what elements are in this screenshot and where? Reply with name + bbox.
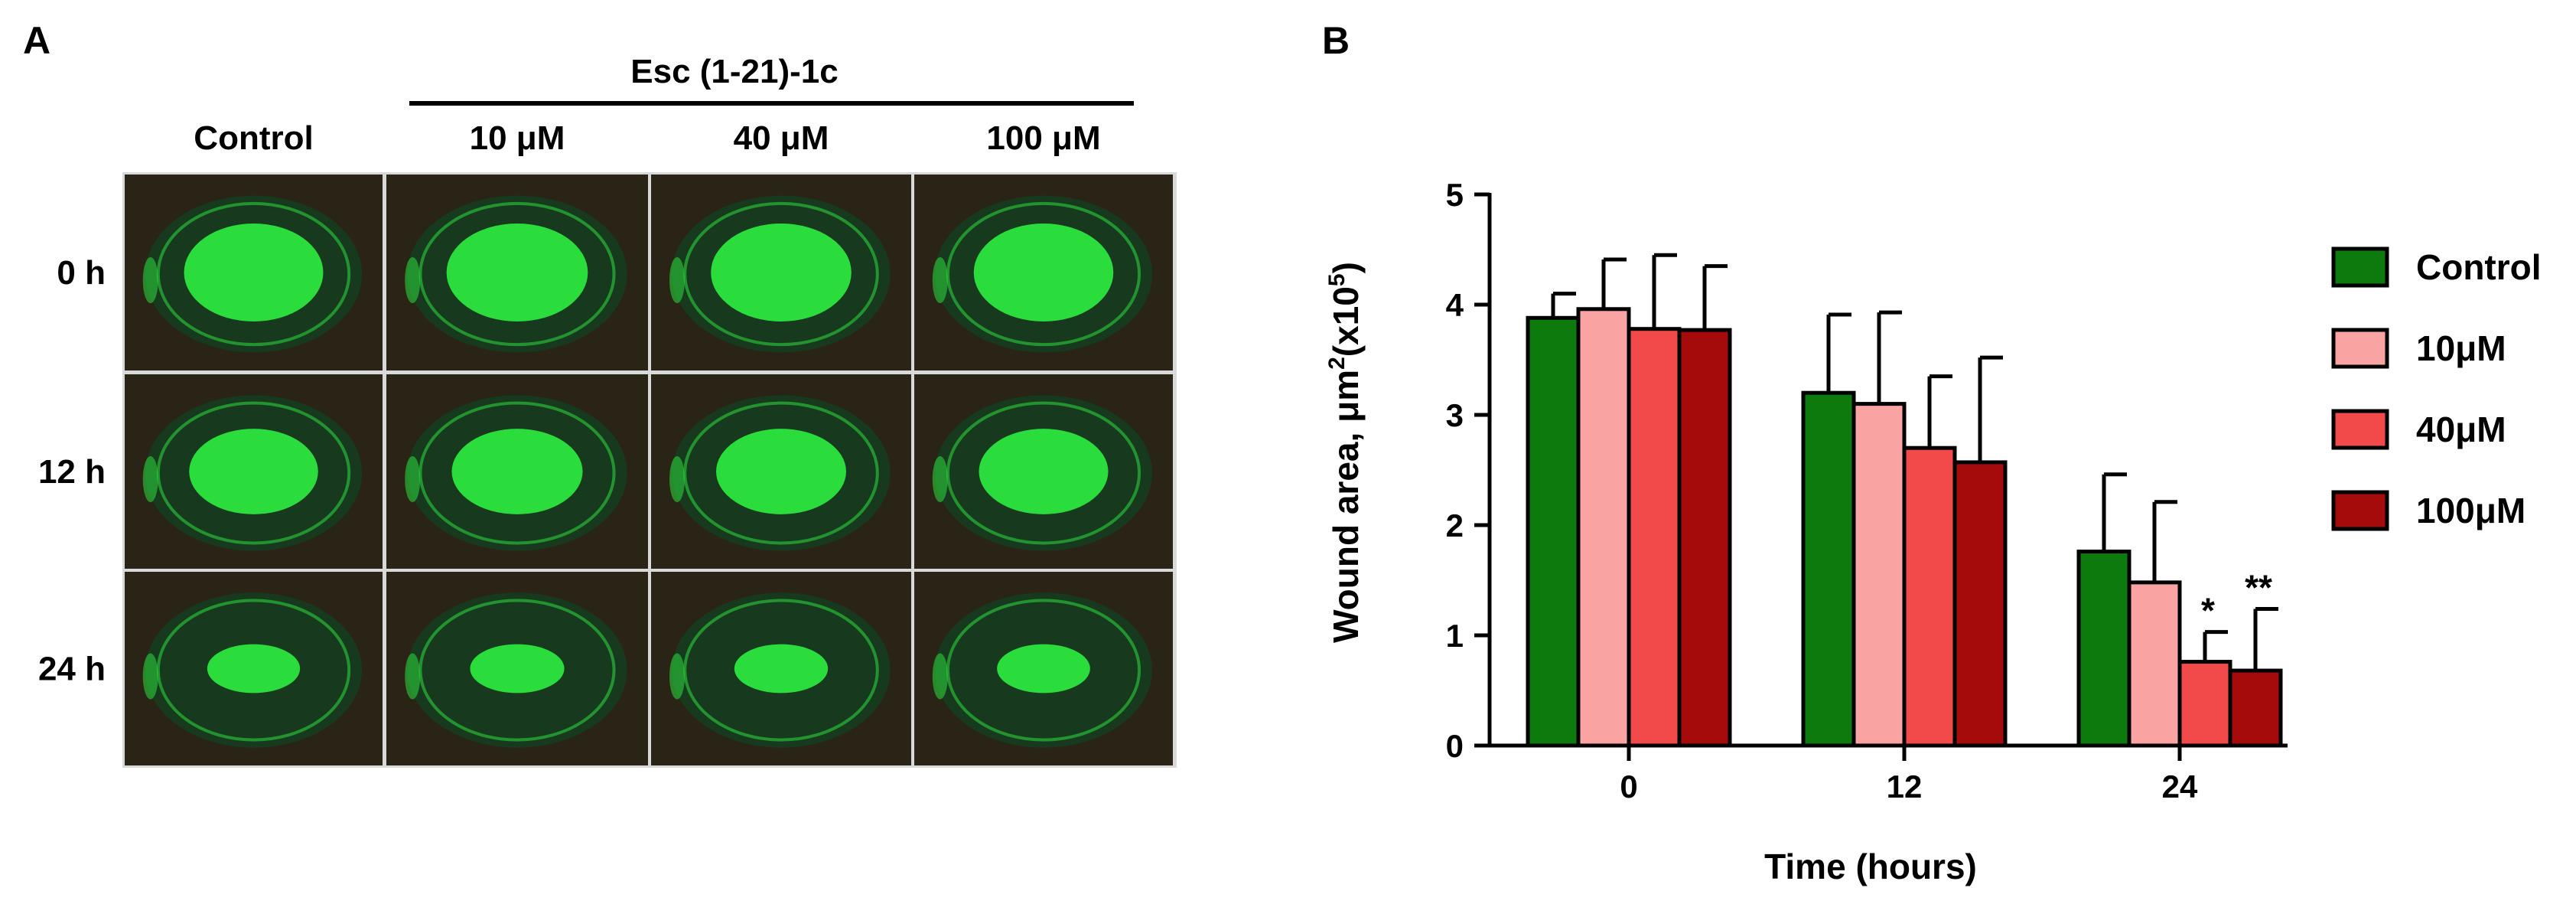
y-axis-label: Wound area, μm2(x105) — [1324, 262, 1366, 643]
bar — [1526, 315, 1581, 748]
limbus-glow — [405, 257, 421, 303]
y-tick-label: 2 — [1446, 507, 1464, 543]
error-bars — [1551, 253, 2278, 671]
x-tick-labels: 0 12 24 — [1620, 746, 2198, 804]
column-headers: Control 10 μM 40 μM 100 μM — [194, 119, 1100, 157]
y-tick-labels: 0 1 2 3 4 5 — [1446, 177, 1490, 764]
cornea-rim — [418, 599, 616, 742]
treatment-group-label: Esc (1-21)-1c — [630, 53, 838, 90]
legend-label: Control — [2416, 247, 2542, 287]
limbus-glow — [405, 653, 421, 700]
bar — [1851, 402, 1907, 748]
limbus-glow — [142, 456, 158, 502]
column-header: 40 μM — [734, 119, 829, 157]
cornea-rim — [946, 201, 1141, 347]
bar — [1677, 328, 1732, 748]
wound-fluorescence — [207, 644, 301, 694]
panel-a-image-grid: A Esc (1-21)-1c Control 10 μM 40 μM 100 μM … — [23, 19, 1177, 768]
limbus-glow — [932, 653, 948, 700]
limbus-glow — [669, 653, 685, 700]
row-headers: 0 h 12 h 24 h — [38, 254, 106, 688]
wound-fluorescence — [716, 429, 846, 514]
chart-axes — [1487, 193, 2288, 748]
cornea-rim — [683, 599, 879, 742]
cornea-rim — [946, 599, 1141, 742]
cornea-rim — [683, 401, 879, 545]
cornea-rim — [683, 201, 879, 347]
legend: Control 10μM 40μM 100μM — [2331, 246, 2542, 531]
bar — [1801, 390, 1856, 748]
wound-fluorescence — [184, 224, 324, 321]
limbus-glow — [932, 456, 948, 502]
wound-fluorescence — [446, 224, 588, 321]
column-header: 100 μM — [986, 119, 1100, 157]
y-tick-label: 4 — [1446, 287, 1464, 323]
cornea-rim — [418, 201, 616, 347]
wound-fluorescence — [189, 429, 318, 514]
x-tick-label: 24 — [2162, 769, 2198, 804]
limbus-glow — [405, 456, 421, 502]
y-tick-label: 3 — [1446, 397, 1464, 433]
limbus-glow — [142, 653, 158, 700]
cornea-rim — [156, 599, 351, 742]
bar — [2127, 580, 2182, 748]
legend-swatch — [2331, 246, 2389, 288]
micrograph-cells — [122, 172, 1177, 768]
cornea-rim — [156, 201, 351, 347]
column-header: Control — [194, 119, 313, 157]
legend-swatch — [2331, 490, 2389, 531]
wound-fluorescence — [451, 429, 583, 514]
limbus-glow — [669, 257, 685, 303]
wound-fluorescence — [997, 644, 1090, 694]
bar — [1576, 307, 1631, 748]
y-tick-label: 1 — [1446, 618, 1464, 654]
cornea-rim — [946, 401, 1141, 545]
legend-swatch — [2331, 409, 2389, 450]
panel-a-label: A — [23, 19, 50, 62]
wound-fluorescence — [711, 224, 852, 321]
wound-fluorescence — [973, 224, 1114, 321]
limbus-glow — [932, 257, 948, 303]
row-header: 12 h — [38, 453, 106, 491]
significance-annotations: *** — [2201, 567, 2272, 630]
bar — [1952, 460, 2008, 748]
significance-marker: * — [2201, 591, 2215, 631]
limbus-glow — [669, 456, 685, 502]
y-tick-label: 5 — [1446, 177, 1464, 213]
wound-fluorescence — [470, 644, 565, 694]
x-tick-label: 12 — [1887, 769, 1923, 804]
legend-label: 10μM — [2416, 328, 2506, 368]
bar — [1902, 445, 1957, 748]
limbus-glow — [142, 257, 158, 303]
significance-marker: ** — [2245, 567, 2272, 607]
y-tick-label: 0 — [1446, 728, 1464, 764]
row-header: 24 h — [38, 651, 106, 688]
cornea-rim — [418, 401, 616, 545]
bar — [2228, 668, 2283, 748]
bar — [1627, 327, 1682, 748]
wound-fluorescence — [734, 644, 829, 694]
legend-swatch — [2331, 328, 2389, 369]
legend-label: 100μM — [2416, 491, 2526, 530]
row-header: 0 h — [57, 254, 106, 292]
x-axis-label: Time (hours) — [1764, 847, 1977, 886]
legend-label: 40μM — [2416, 410, 2506, 449]
cornea-rim — [156, 401, 351, 545]
bar — [2177, 660, 2232, 748]
wound-fluorescence — [979, 429, 1109, 514]
panel-b-label: B — [1322, 19, 1350, 62]
x-tick-label: 0 — [1620, 769, 1637, 804]
bar-marks — [1526, 307, 2283, 748]
column-header: 10 μM — [470, 119, 565, 157]
bar — [2076, 550, 2131, 748]
